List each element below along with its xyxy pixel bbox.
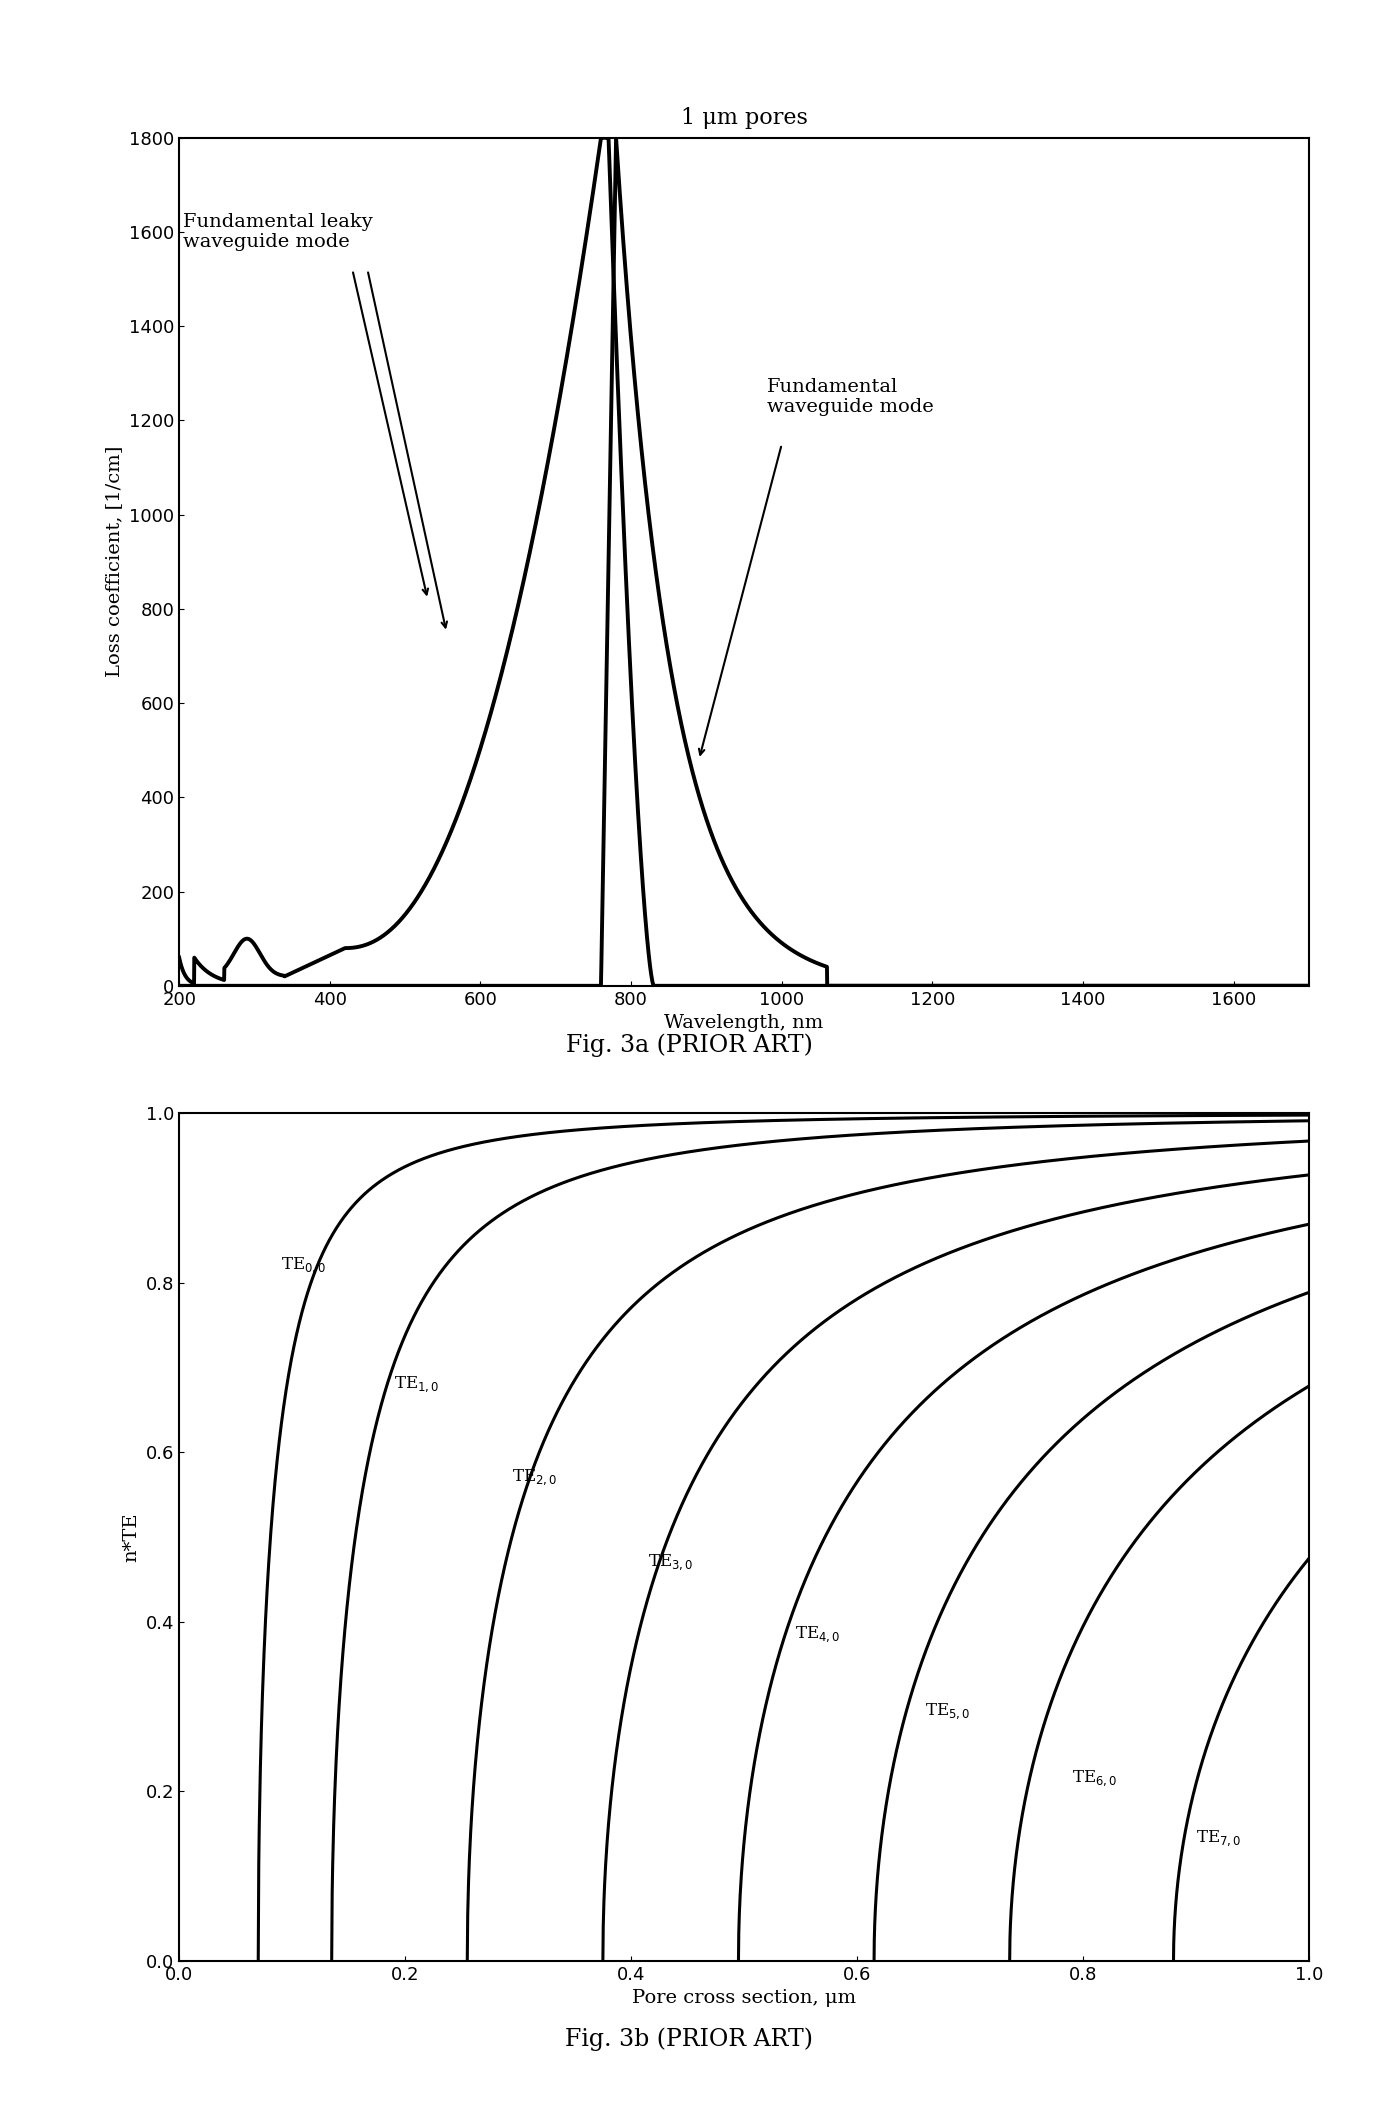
Text: TE$_{3,0}$: TE$_{3,0}$ xyxy=(648,1552,693,1573)
Text: TE$_{4,0}$: TE$_{4,0}$ xyxy=(795,1624,841,1645)
Text: TE$_{2,0}$: TE$_{2,0}$ xyxy=(513,1467,558,1488)
Text: TE$_{1,0}$: TE$_{1,0}$ xyxy=(394,1374,440,1395)
Text: TE$_{5,0}$: TE$_{5,0}$ xyxy=(925,1700,970,1721)
Text: TE$_{6,0}$: TE$_{6,0}$ xyxy=(1072,1768,1118,1789)
Text: Fundamental leaky
waveguide mode: Fundamental leaky waveguide mode xyxy=(183,212,372,252)
Y-axis label: n*TE: n*TE xyxy=(123,1512,141,1562)
Text: TE$_{7,0}$: TE$_{7,0}$ xyxy=(1196,1827,1242,1849)
X-axis label: Pore cross section, μm: Pore cross section, μm xyxy=(633,1989,856,2008)
Text: Fundamental
waveguide mode: Fundamental waveguide mode xyxy=(766,377,933,416)
Title: 1 μm pores: 1 μm pores xyxy=(681,106,808,129)
Text: TE$_{0,0}$: TE$_{0,0}$ xyxy=(281,1255,327,1276)
X-axis label: Wavelength, nm: Wavelength, nm xyxy=(664,1013,824,1032)
Text: Fig. 3a (PRIOR ART): Fig. 3a (PRIOR ART) xyxy=(565,1032,813,1058)
Y-axis label: Loss coefficient, [1/cm]: Loss coefficient, [1/cm] xyxy=(105,445,124,678)
Text: Fig. 3b (PRIOR ART): Fig. 3b (PRIOR ART) xyxy=(565,2027,813,2052)
